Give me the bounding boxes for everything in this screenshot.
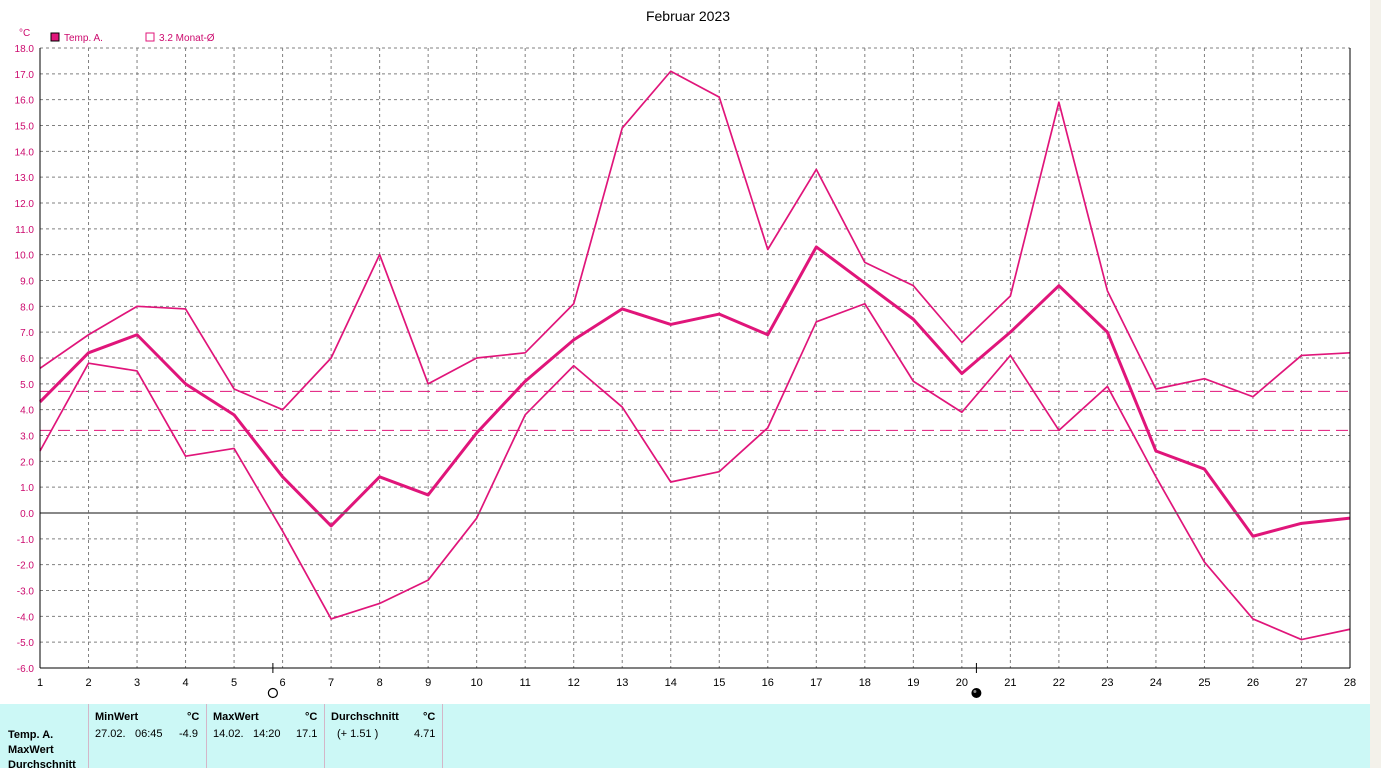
- x-tick-label: 7: [328, 677, 334, 689]
- y-tick-label: 0.0: [20, 509, 34, 520]
- y-tick-label: -3.0: [17, 587, 35, 598]
- y-tick-label: 12.0: [15, 199, 35, 210]
- window-edge: [1370, 0, 1381, 768]
- y-tick-label: 8.0: [20, 302, 34, 313]
- stats-row-labels: Temp. A. MaxWert Durchschnitt: [8, 728, 76, 773]
- full-moon-icon: [267, 687, 278, 699]
- x-tick-label: 17: [810, 677, 822, 689]
- legend-swatch: [145, 32, 155, 42]
- series-line-max: [39, 70, 1351, 411]
- x-tick-label: 26: [1247, 677, 1259, 689]
- avg-stat-column: Durchschnitt °C (+ 1.51 ) 4.71: [324, 704, 443, 768]
- y-tick-label: 16.0: [15, 96, 35, 107]
- y-tick-label: 9.0: [20, 277, 34, 288]
- grid: [40, 47, 1350, 669]
- min-stat-column: MinWert °C 27.02. 06:45 -4.9: [88, 704, 206, 768]
- min-value: -4.9: [179, 728, 198, 740]
- x-tick-label: 6: [280, 677, 286, 689]
- legend-swatch: [50, 32, 60, 42]
- row-label-temp: Temp. A.: [8, 729, 54, 741]
- y-tick-label: 11.0: [15, 225, 34, 236]
- temperature-chart: -6.0 -5.0 -4.0 -3.0 -2.0 -1.0 0.0 1.0 2.0 3.0 4.0 5…: [15, 8, 1357, 699]
- row-label-durchschnitt: Durchschnitt: [8, 759, 76, 771]
- new-moon-highlight: [973, 690, 977, 693]
- legend-label: Temp. A.: [64, 33, 103, 44]
- x-tick-label: 13: [616, 677, 628, 689]
- x-tick-label: 22: [1053, 677, 1065, 689]
- y-tick-label: 6.0: [20, 354, 34, 365]
- x-tick-label: 9: [425, 677, 431, 689]
- max-time: 14:20: [253, 728, 281, 740]
- min-date: 27.02.: [95, 728, 126, 740]
- x-tick-label: 23: [1101, 677, 1113, 689]
- x-tick-label: 11: [519, 677, 530, 689]
- min-header: MinWert: [95, 711, 139, 723]
- x-tick-label: 10: [471, 677, 483, 689]
- x-tick-label: 25: [1198, 677, 1210, 689]
- max-date: 14.02.: [213, 728, 244, 740]
- y-tick-label: 1.0: [20, 483, 34, 494]
- y-tick-label: 7.0: [20, 328, 34, 339]
- y-tick-label: -4.0: [17, 612, 35, 623]
- y-tick-label: 15.0: [15, 122, 35, 133]
- max-unit: °C: [305, 711, 318, 723]
- x-tick-label: 2: [85, 677, 91, 689]
- legend: Temp. A. 3.2 Monat-Ø: [50, 32, 215, 44]
- x-tick-label: 28: [1344, 677, 1356, 689]
- x-tick-label: 21: [1004, 677, 1016, 689]
- y-axis-unit: °C: [19, 28, 30, 39]
- x-tick-label: 3: [134, 677, 140, 689]
- min-time: 06:45: [135, 728, 163, 740]
- y-tick-label: 14.0: [15, 147, 35, 158]
- x-tick-label: 27: [1295, 677, 1307, 689]
- x-tick-label: 4: [182, 677, 188, 689]
- y-tick-label: -6.0: [17, 664, 35, 675]
- y-tick-label: -5.0: [17, 638, 35, 649]
- avg-delta: (+ 1.51 ): [337, 728, 379, 740]
- new-moon-icon: [971, 688, 982, 698]
- y-tick-label: 17.0: [15, 70, 35, 81]
- y-tick-label: 3.0: [20, 432, 34, 443]
- y-tick-label: -1.0: [17, 535, 35, 546]
- y-tick-label: 13.0: [15, 173, 35, 184]
- series-lines: [38, 70, 1351, 641]
- x-tick-label: 1: [37, 677, 43, 689]
- y-tick-label: 18.0: [15, 44, 35, 55]
- x-tick-label: 15: [713, 677, 725, 689]
- x-tick-label: 18: [859, 677, 871, 689]
- chart-title: Februar 2023: [646, 8, 730, 24]
- y-tick-label: 4.0: [20, 406, 34, 417]
- reference-lines: [40, 390, 1350, 431]
- min-unit: °C: [187, 711, 200, 723]
- y-tick-label: 5.0: [20, 380, 34, 391]
- avg-value: 4.71: [414, 728, 436, 740]
- x-tick-label: 5: [231, 677, 237, 689]
- row-label-maxwert: MaxWert: [8, 744, 54, 756]
- y-tick-label: 2.0: [20, 457, 34, 468]
- x-tick-label: 12: [568, 677, 580, 689]
- x-tick-label: 8: [377, 677, 383, 689]
- adjacent-window-panel: [1370, 0, 1381, 768]
- axes: [39, 48, 1351, 699]
- x-tick-label: 19: [907, 677, 919, 689]
- max-value: 17.1: [296, 728, 318, 740]
- x-tick-label: 20: [956, 677, 968, 689]
- x-tick-label: 24: [1150, 677, 1162, 689]
- legend-label: 3.2 Monat-Ø: [159, 33, 215, 44]
- stats-panel: Temp. A. MaxWert Durchschnitt MinWert °C…: [0, 704, 1370, 771]
- avg-header: Durchschnitt: [331, 711, 399, 723]
- y-tick-label: -2.0: [17, 561, 35, 572]
- series-line-min: [39, 302, 1351, 641]
- max-stat-column: MaxWert °C 14.02. 14:20 17.1: [206, 704, 324, 768]
- x-tick-label: 14: [665, 677, 677, 689]
- y-tick-label: 10.0: [15, 251, 35, 262]
- max-header: MaxWert: [213, 711, 259, 723]
- avg-unit: °C: [423, 711, 436, 723]
- series-line-mean: [38, 245, 1351, 538]
- tick-labels: -6.0 -5.0 -4.0 -3.0 -2.0 -1.0 0.0 1.0 2.0 3.0 4.0 5…: [15, 44, 1357, 689]
- x-tick-label: 16: [762, 677, 774, 689]
